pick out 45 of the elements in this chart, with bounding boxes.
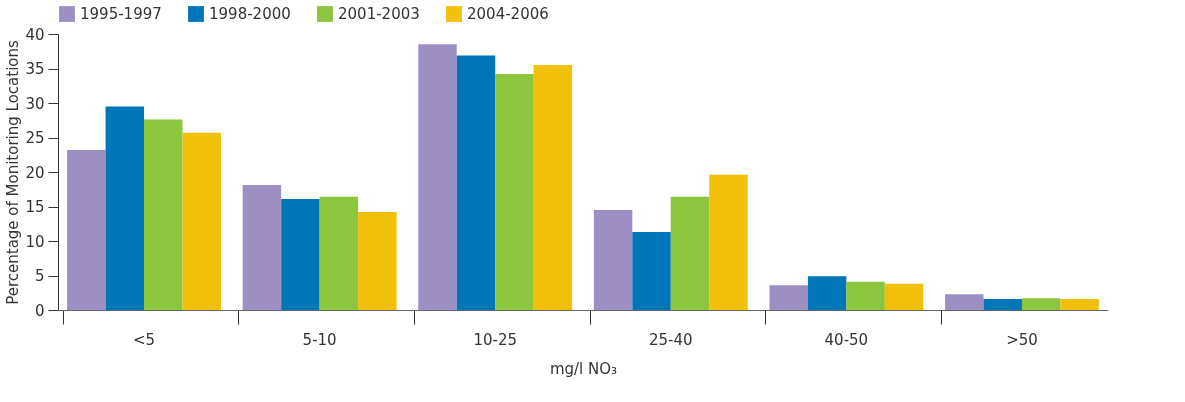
- bar: [846, 281, 885, 310]
- bar: [769, 285, 808, 310]
- y-tick-label: 25: [25, 129, 45, 147]
- bar: [884, 283, 924, 310]
- bar: [242, 185, 282, 310]
- y-tick-label: 0: [34, 301, 45, 320]
- bar: [670, 196, 710, 310]
- bar: [807, 276, 847, 310]
- bar: [456, 55, 496, 310]
- x-tick-label: >50: [1006, 330, 1038, 349]
- legend-label: 1998-2000: [209, 5, 291, 23]
- y-tick-label: 20: [25, 163, 45, 182]
- x-tick-label: 10-25: [473, 330, 517, 349]
- bar: [319, 196, 359, 310]
- y-tick-label: 30: [25, 94, 45, 113]
- bar: [709, 174, 748, 310]
- y-axis-title: Percentage of Monitoring Locations: [4, 40, 23, 305]
- y-tick-label: 15: [25, 198, 45, 216]
- x-tick-label: 5-10: [302, 330, 337, 349]
- bar: [593, 209, 633, 310]
- bar: [281, 198, 320, 310]
- bar: [144, 119, 183, 310]
- legend-label: 1995-1997: [80, 5, 162, 23]
- bar: [533, 65, 573, 310]
- bar: [358, 212, 397, 310]
- bar: [1060, 298, 1099, 310]
- bar: [983, 298, 1022, 310]
- legend-label: 2004-2006: [467, 5, 549, 23]
- bar: [495, 74, 534, 310]
- y-tick-label: 35: [25, 60, 45, 78]
- x-tick-label: <5: [132, 330, 156, 349]
- bar: [945, 294, 984, 310]
- bar: [418, 44, 457, 310]
- legend-label: 2001-2003: [338, 5, 420, 23]
- x-tick-label: 40-50: [824, 330, 869, 349]
- y-tick-label: 10: [25, 232, 45, 251]
- bar: [182, 132, 221, 310]
- x-tick-label: 25-40: [649, 330, 693, 349]
- bar: [632, 232, 671, 310]
- bar: [1021, 298, 1061, 310]
- bar: [105, 106, 145, 310]
- y-tick-label: 40: [25, 25, 45, 44]
- x-axis-title: mg/l NO₃: [549, 359, 618, 378]
- bar: [67, 149, 106, 310]
- y-tick-label: 5: [34, 267, 45, 285]
